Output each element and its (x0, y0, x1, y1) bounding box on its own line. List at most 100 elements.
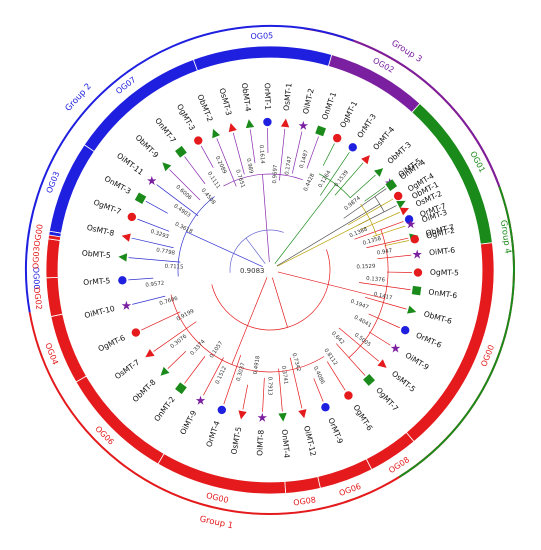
tree-branch (276, 203, 380, 267)
bootstrap-label: 0.4086 (312, 366, 326, 386)
tree-branch (156, 184, 199, 217)
tree-branch (359, 282, 411, 291)
tree-branch (223, 354, 242, 405)
group-arc (398, 186, 515, 478)
bootstrap-label: 0.8112 (323, 348, 339, 367)
tree-branch (326, 361, 346, 391)
bootstrap-label: 0.9572 (145, 281, 164, 289)
og-band-label: OG03 (31, 246, 41, 269)
leaf-label: OnMT-4 (280, 429, 291, 459)
bootstrap-label: 0.947 (377, 248, 393, 256)
leaf-label: OsMT-5 (390, 369, 417, 394)
bootstrap-label: 0.9199 (176, 308, 196, 322)
bootstrap-label: 0.4903 (172, 203, 191, 219)
leaf-label: OrMT-3 (355, 112, 378, 140)
leaf-label: OrMT-6 (415, 331, 444, 350)
tip-square (175, 145, 187, 158)
tip-circle (321, 403, 330, 412)
tree-branch (354, 221, 404, 240)
tip-star (412, 249, 422, 259)
tree-branch (365, 296, 407, 310)
leaf-label: OiMT-8 (255, 429, 265, 456)
leaf-label: OrMT-4 (204, 420, 221, 449)
leaf-label: OrMT-9 (326, 416, 345, 445)
tip-circle (263, 117, 272, 127)
clade-arc (229, 229, 284, 273)
leaf-label: OiMT-6 (429, 246, 456, 258)
bootstrap-label: 0.2089 (214, 155, 228, 175)
leaf-label: OgMT-7 (374, 386, 400, 414)
leaf-label: OgMT-1 (338, 99, 359, 129)
tip-circle (217, 405, 227, 415)
bootstrap-label: 0.7798 (156, 247, 176, 256)
bootstrap-label: 0.3076 (170, 333, 189, 350)
bootstrap-label: 0.7115 (165, 264, 184, 271)
tree-branch (377, 254, 412, 260)
tree-branch (132, 295, 166, 305)
leaf-label: OnMT-7 (153, 116, 178, 145)
leaf-label: OiMT-9 (178, 409, 198, 436)
clade-arc (170, 294, 325, 373)
group-arc (25, 25, 354, 313)
bootstrap-label: 0.3037 (236, 362, 247, 382)
bootstrap-label: 0.3293 (150, 229, 170, 241)
center-bootstrap-label: 0.9083 (240, 267, 265, 275)
tip-circle (413, 268, 423, 277)
tip-triangle (238, 410, 247, 420)
group-label: Group 2 (64, 82, 94, 114)
bootstrap-label: 0.1358 (362, 236, 382, 247)
tree-branch (216, 138, 237, 187)
bootstrap-label: 0.4918 (253, 355, 262, 375)
tip-circle (410, 235, 419, 244)
tip-circle (348, 143, 357, 152)
tree-branch (320, 152, 350, 196)
tip-triangle (212, 128, 221, 139)
tree-branch (306, 136, 319, 169)
og-band-label: OG00 (32, 224, 44, 248)
og-band (192, 45, 333, 72)
tree-branch (334, 162, 364, 196)
tree-branch (242, 384, 249, 410)
tip-triangle (374, 168, 384, 177)
tree-branch (278, 368, 283, 412)
og-band-label: OG00 (31, 267, 41, 290)
tip-star (390, 343, 401, 353)
tip-triangle (278, 412, 287, 422)
tip-square (175, 382, 187, 395)
tree-branch (249, 129, 256, 164)
tree-branch (167, 351, 187, 369)
tip-triangle (399, 207, 410, 216)
og-band-label: OG03 (45, 170, 62, 194)
leaf-label: ObMT-4 (240, 82, 253, 112)
leaf-label: OiMT-10 (83, 304, 115, 320)
og-band-label: OG04 (43, 342, 60, 366)
tip-circle (344, 391, 353, 400)
tip-circle (194, 136, 203, 145)
tip-square (134, 192, 147, 204)
tree-branch (289, 357, 303, 409)
bootstrap-label: 0.989 (245, 158, 254, 175)
tree-branch (343, 188, 387, 219)
og-band (48, 144, 95, 234)
tree-branch (313, 378, 324, 402)
og-band (317, 458, 373, 489)
bootstrap-label: 0.6006 (174, 184, 192, 201)
tip-star (406, 219, 416, 229)
tip-star (147, 175, 157, 185)
tree-branch (277, 271, 385, 299)
tree-branch (384, 240, 409, 247)
tip-triangle (377, 359, 387, 368)
tree-branch (262, 377, 265, 412)
tip-circle (118, 276, 127, 285)
tip-circle (404, 215, 414, 224)
tree-branch (335, 343, 366, 376)
og-band (284, 476, 321, 494)
bootstrap-label: 0.1747 (284, 156, 293, 176)
tip-triangle (228, 122, 237, 133)
bootstrap-label: 0.1614 (258, 145, 265, 165)
tree-branch (274, 184, 337, 264)
leaf-label: OgMT-5 (430, 268, 459, 278)
bootstrap-label: 0.9874 (343, 195, 362, 212)
bootstrap-label: 0.7913 (267, 377, 273, 396)
bootstrap-label: 0.1417 (373, 292, 393, 302)
